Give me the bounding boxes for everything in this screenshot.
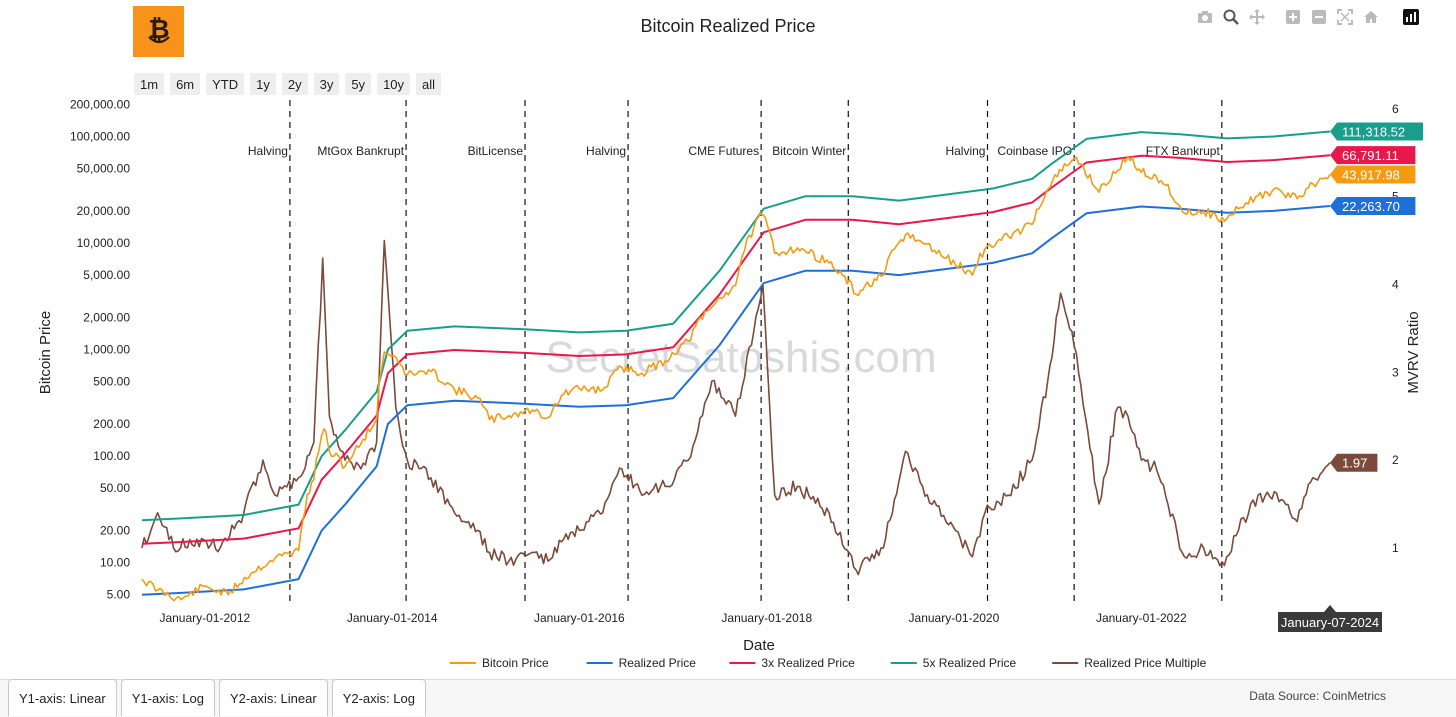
range-button-3y[interactable]: 3y xyxy=(313,73,340,95)
zoom-out-icon[interactable] xyxy=(1310,8,1328,26)
y1-tick-label: 5,000.00 xyxy=(83,268,130,282)
last-value-tag-bg xyxy=(1330,146,1416,165)
y1-tick-label: 10.00 xyxy=(100,556,130,570)
modebar xyxy=(1196,8,1420,26)
svg-text:₿: ₿ xyxy=(148,14,169,44)
legend-label: Realized Price xyxy=(619,656,697,670)
last-value-tag: 22,263.70 xyxy=(1330,196,1416,215)
event-label: BitLicense xyxy=(468,144,524,158)
zoom-in-icon[interactable] xyxy=(1284,8,1302,26)
last-value-tag-bg xyxy=(1330,165,1416,184)
series-line-3x-realized-price xyxy=(141,154,1331,545)
chart-title: Bitcoin Realized Price xyxy=(640,16,816,36)
legend-label: Bitcoin Price xyxy=(482,656,549,670)
range-button-6m[interactable]: 6m xyxy=(170,73,201,95)
y1-tick-label: 20.00 xyxy=(100,524,130,538)
y1-axis-title: Bitcoin Price xyxy=(37,311,54,394)
y1-tick-label: 50.00 xyxy=(100,481,130,495)
event-label: FTX Bankrupt xyxy=(1146,144,1221,158)
x-tick-label: January-01-2014 xyxy=(347,611,438,625)
y1-tick-label: 500.00 xyxy=(93,375,130,389)
tab-y1-linear[interactable]: Y1-axis: Linear xyxy=(8,679,117,716)
event-label: Coinbase IPO xyxy=(997,144,1072,158)
last-value-tag-text: 111,318.52 xyxy=(1342,125,1405,140)
reset-axes-icon[interactable] xyxy=(1362,8,1380,26)
y2-tick-label: 5 xyxy=(1392,190,1399,204)
range-button-5y[interactable]: 5y xyxy=(345,73,372,95)
tab-y1-log[interactable]: Y1-axis: Log xyxy=(120,679,215,716)
y1-tick-label: 20,000.00 xyxy=(77,204,131,218)
last-value-tag-text: 1.97 xyxy=(1342,456,1367,471)
pan-icon[interactable] xyxy=(1248,8,1266,26)
y1-tick-label: 5.00 xyxy=(107,588,131,602)
legend-label: 3x Realized Price xyxy=(761,656,855,670)
tab-y2-linear[interactable]: Y2-axis: Linear xyxy=(218,679,328,716)
range-button-10y[interactable]: 10y xyxy=(377,73,411,95)
y1-tick-label: 10,000.00 xyxy=(77,236,131,250)
last-value-tag-text: 22,263.70 xyxy=(1342,199,1400,214)
y1-tick-label: 1,000.00 xyxy=(83,343,130,357)
last-value-tag-text: 43,917.98 xyxy=(1342,168,1400,183)
tab-y2-log[interactable]: Y2-axis: Log xyxy=(331,679,426,716)
last-value-tag-bg xyxy=(1330,122,1424,141)
range-button-all[interactable]: all xyxy=(416,73,442,95)
bitcoin-smile-icon: ₿ xyxy=(147,14,170,44)
y2-axis-title: MVRV Ratio xyxy=(1405,311,1422,393)
y1-tick-label: 100,000.00 xyxy=(70,129,130,143)
axis-tabs: Y1-axis: Linear Y1-axis: Log Y2-axis: Li… xyxy=(8,679,426,716)
range-button-2y[interactable]: 2y xyxy=(281,73,308,95)
watermark: SecretSatoshis.com xyxy=(545,333,936,382)
y2-tick-label: 2 xyxy=(1392,453,1399,467)
range-selector: 1m 6m YTD 1y 2y 3y 5y 10y all xyxy=(134,73,442,95)
y1-tick-label: 200,000.00 xyxy=(70,97,130,111)
chart[interactable]: SecretSatoshis.com 5.00 10.00 20.00 50.00 100… xyxy=(0,0,1456,679)
logo: ₿ xyxy=(133,6,184,57)
range-button-1y[interactable]: 1y xyxy=(250,73,276,95)
last-value-tag: 1.97 xyxy=(1330,453,1378,472)
legend-label: 5x Realized Price xyxy=(923,656,1017,670)
y1-tick-label: 200.00 xyxy=(93,417,130,431)
x-tick-label: January-01-2016 xyxy=(534,611,625,625)
x-tick-label: January-01-2020 xyxy=(909,611,1000,625)
hover-date-text: January-07-2024 xyxy=(1281,615,1379,630)
y2-tick-label: 1 xyxy=(1392,541,1399,555)
y2-tick-label: 3 xyxy=(1392,365,1399,379)
y1-tick-label: 50,000.00 xyxy=(77,162,131,176)
last-value-tag-bg xyxy=(1330,196,1416,215)
event-label: Bitcoin Winter xyxy=(772,144,846,158)
last-value-tag-text: 66,791.11 xyxy=(1342,148,1399,163)
camera-icon[interactable] xyxy=(1196,8,1214,26)
event-label: Halving xyxy=(586,144,626,158)
event-label: Halving xyxy=(945,144,985,158)
last-value-tag: 111,318.52 xyxy=(1330,122,1424,141)
y2-tick-label: 4 xyxy=(1392,277,1399,291)
last-value-tag-bg xyxy=(1330,453,1378,472)
event-label: Halving xyxy=(248,144,288,158)
series-line-realized-price-multiple xyxy=(141,239,1331,576)
series-line-5x-realized-price xyxy=(141,130,1331,522)
y1-tick-label: 100.00 xyxy=(93,449,130,463)
x-tick-label: January-01-2012 xyxy=(159,611,250,625)
data-source: Data Source: CoinMetrics xyxy=(1249,689,1386,703)
y1-tick-label: 2,000.00 xyxy=(83,310,130,324)
x-axis-title: Date xyxy=(743,637,775,654)
zoom-icon[interactable] xyxy=(1222,8,1240,26)
last-value-tag: 66,791.11 xyxy=(1330,146,1416,165)
range-button-ytd[interactable]: YTD xyxy=(206,73,245,95)
last-value-tag: 43,917.98 xyxy=(1330,165,1416,184)
plotly-logo-icon[interactable] xyxy=(1402,8,1420,26)
event-label: MtGox Bankrupt xyxy=(317,144,404,158)
series-line-realized-price xyxy=(141,205,1331,596)
event-label: CME Futures xyxy=(688,144,759,158)
x-tick-label: January-01-2022 xyxy=(1096,611,1187,625)
y2-tick-label: 6 xyxy=(1392,102,1399,116)
range-button-1m[interactable]: 1m xyxy=(134,73,165,95)
legend-label: Realized Price Multiple xyxy=(1084,656,1206,670)
autoscale-icon[interactable] xyxy=(1336,8,1354,26)
series-line-bitcoin-price xyxy=(141,155,1331,602)
x-tick-label: January-01-2018 xyxy=(721,611,812,625)
hover-date-tag: January-07-2024 xyxy=(1278,605,1383,632)
hover-date-bg xyxy=(1278,605,1383,632)
